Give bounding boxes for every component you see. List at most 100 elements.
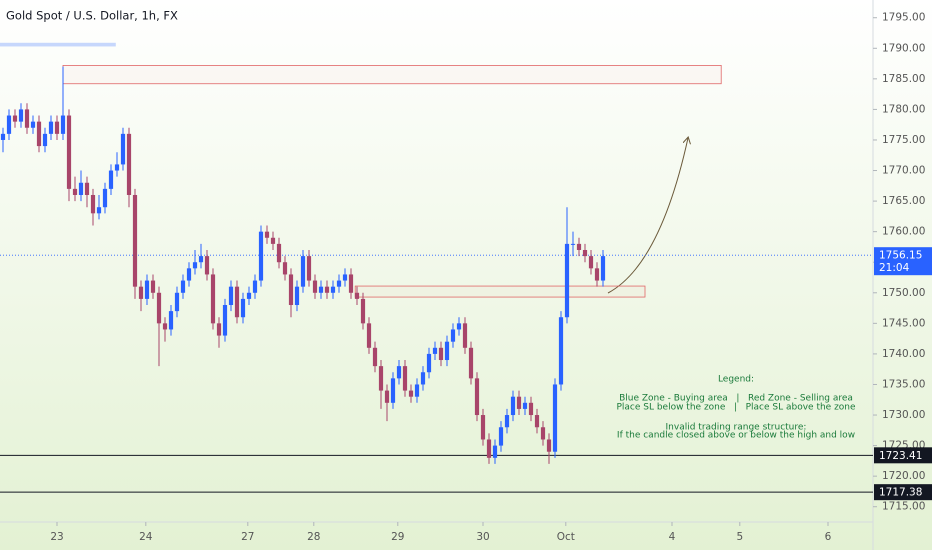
candle-body (42, 133, 48, 147)
candle-body (48, 121, 54, 134)
candle-body (294, 286, 300, 306)
candle-body (216, 323, 222, 336)
candle-body (18, 109, 24, 122)
candle-body (504, 415, 510, 428)
candle-body (570, 243, 576, 245)
candle-body (258, 231, 264, 281)
candle-body (282, 262, 288, 275)
candle-body (366, 323, 372, 348)
candle-body (150, 280, 156, 293)
x-tick-label: 23 (50, 531, 63, 543)
projection-arrow (607, 138, 688, 294)
y-tick-label: 1770.00 (882, 165, 925, 177)
candle-body (162, 323, 168, 330)
countdown-label: 21:04 (879, 262, 910, 274)
zone (0, 42, 116, 47)
candle-body (456, 323, 462, 330)
candle-body (474, 378, 480, 416)
candle-body (312, 280, 318, 293)
candle-body (546, 439, 552, 452)
candle-body (414, 384, 420, 397)
x-tick-label: 30 (476, 531, 489, 543)
candle-body (438, 347, 444, 361)
candle-body (402, 366, 408, 391)
candle-body (444, 341, 450, 361)
candle-body (114, 164, 120, 171)
candle-body (426, 353, 432, 373)
y-tick-label: 1720.00 (882, 470, 925, 482)
candle-body (330, 286, 336, 293)
candle-body (522, 402, 528, 409)
candle-body (96, 207, 102, 214)
candle-body (234, 286, 240, 318)
candle-body (480, 415, 486, 440)
candle-body (132, 194, 138, 287)
annotation-text: Place SL below the zone | Place SL above… (616, 403, 856, 413)
candle-body (66, 115, 72, 189)
candle-body (594, 268, 600, 281)
candle-body (120, 133, 126, 165)
x-tick-label: 4 (669, 531, 676, 543)
candle-body (168, 311, 174, 330)
candle-body (90, 194, 96, 214)
y-tick-label: 1795.00 (882, 12, 925, 24)
zone (62, 65, 722, 85)
y-tick-label: 1750.00 (882, 287, 925, 299)
level-box (874, 484, 932, 501)
y-tick-label: 1715.00 (882, 501, 925, 513)
candle-body (558, 317, 564, 385)
x-tick-label: 24 (139, 531, 153, 543)
candle-body (30, 121, 36, 128)
candle-body (462, 323, 468, 348)
candle-body (192, 262, 198, 269)
y-tick-label: 1785.00 (882, 73, 925, 85)
annotation-text: If the candle closed above or below the … (617, 431, 855, 441)
zone (354, 285, 646, 298)
candle-body (534, 415, 540, 428)
candle-body (390, 378, 396, 403)
candle-body (492, 445, 498, 458)
candle-body (348, 274, 354, 293)
candle-body (6, 115, 12, 134)
candle-body (186, 268, 192, 281)
candle-body (24, 109, 30, 128)
candle-body (12, 115, 18, 122)
candle-body (582, 249, 588, 257)
candle-body (540, 427, 546, 440)
candle-body (510, 396, 516, 416)
candle-body (252, 280, 258, 293)
candle-body (156, 292, 162, 324)
candle-body (498, 427, 504, 446)
candle-body (174, 292, 180, 312)
last-price-label: 1756.15 (879, 250, 922, 262)
chart-title: Gold Spot / U.S. Dollar, 1h, FX (6, 9, 178, 23)
candle-body (54, 121, 60, 134)
candle-body (180, 280, 186, 293)
x-tick-label: 27 (241, 531, 254, 543)
annotation-text: Legend: (718, 375, 754, 385)
candle-body (336, 280, 342, 287)
level-box (874, 447, 932, 464)
candle-body (270, 237, 276, 244)
candle-body (300, 256, 306, 287)
y-tick-label: 1780.00 (882, 103, 925, 115)
candle-body (126, 133, 132, 195)
candle-body (360, 298, 366, 324)
candle-body (306, 256, 312, 281)
candle-body (324, 286, 330, 293)
x-tick-label: 5 (736, 531, 743, 543)
candle-body (144, 280, 150, 299)
candle-body (564, 243, 570, 318)
x-tick-label: 6 (825, 531, 832, 543)
candle-body (276, 243, 282, 263)
candle-body (528, 402, 534, 416)
x-tick-label: Oct (557, 531, 575, 543)
candle-body (396, 366, 402, 379)
candle-body (246, 292, 252, 299)
y-tick-label: 1735.00 (882, 378, 925, 390)
annotation-text: Blue Zone - Buying area | Red Zone - Sel… (619, 394, 853, 404)
last-price-box (874, 247, 932, 276)
y-tick-label: 1730.00 (882, 409, 925, 421)
